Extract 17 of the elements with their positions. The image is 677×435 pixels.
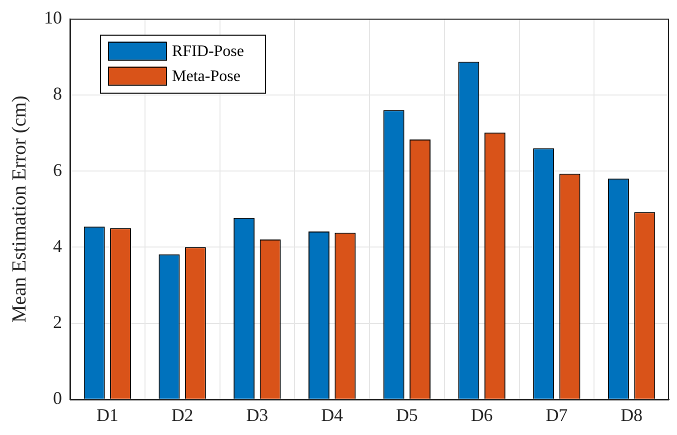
y-tick-label: 10 <box>44 8 62 28</box>
y-tick-label: 2 <box>53 312 62 332</box>
x-tick-label: D1 <box>96 404 118 425</box>
x-tick-label: D6 <box>470 404 493 425</box>
x-tick-label: D3 <box>246 404 268 425</box>
y-tick-label: 4 <box>53 236 62 256</box>
y-tick-label: 6 <box>53 160 62 180</box>
x-tick-label: D7 <box>546 404 568 425</box>
x-tick-label: D4 <box>321 404 344 425</box>
x-tick-label: D8 <box>620 404 643 425</box>
x-tick-label: D2 <box>171 404 194 425</box>
legend-label: RFID-Pose <box>172 43 244 60</box>
x-tick-label: D5 <box>396 404 418 425</box>
legend-label: Meta-Pose <box>172 68 240 86</box>
y-tick-label: 0 <box>53 388 62 408</box>
y-tick-label: 8 <box>53 84 62 104</box>
y-axis-title: Mean Estimation Error (cm) <box>8 96 30 323</box>
